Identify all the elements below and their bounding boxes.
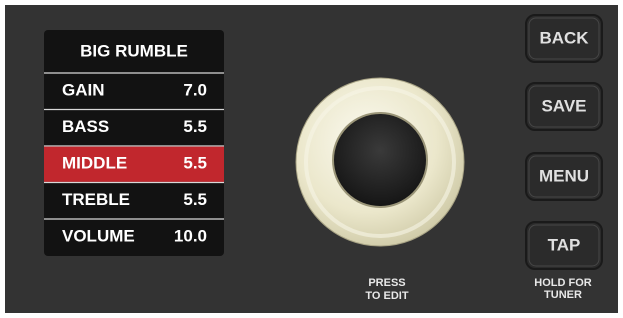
panel: BIG RUMBLE GAIN 7.0 BASS 5.5 MIDDLE 5.5 TREBLE… (0, 0, 623, 318)
row-label[interactable]: GAIN (62, 81, 105, 100)
knob-caption: TO EDIT (365, 290, 408, 302)
row-label[interactable]: MIDDLE (62, 154, 127, 173)
row-value: 7.0 (183, 81, 207, 100)
row-label[interactable]: VOLUME (62, 227, 135, 246)
row-value: 5.5 (183, 117, 207, 136)
button-caption: TUNER (544, 289, 582, 301)
row-label[interactable]: BASS (62, 117, 109, 136)
row-value: 10.0 (174, 227, 207, 246)
button-label: MENU (539, 166, 589, 185)
row-value: 5.5 (183, 190, 207, 209)
row-label[interactable]: TREBLE (62, 190, 130, 209)
knob-caption: PRESS (368, 277, 405, 289)
row-value: 5.5 (183, 154, 207, 173)
display-title: BIG RUMBLE (80, 41, 188, 60)
display (44, 30, 224, 256)
knob-center (333, 113, 427, 207)
button-label: TAP (548, 235, 581, 254)
button-label: SAVE (541, 96, 586, 115)
button-label: BACK (539, 28, 589, 47)
button-caption: HOLD FOR (534, 277, 591, 289)
